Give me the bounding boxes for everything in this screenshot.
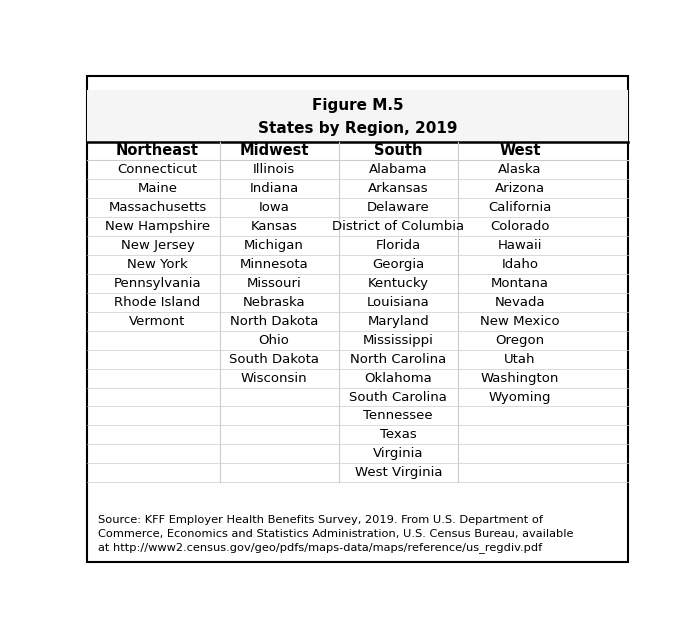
Text: Washington: Washington (481, 372, 559, 385)
Text: South Dakota: South Dakota (229, 353, 319, 366)
Text: New Hampshire: New Hampshire (105, 220, 210, 233)
Text: South: South (374, 143, 422, 159)
Text: West: West (499, 143, 541, 159)
Text: Mississippi: Mississippi (363, 334, 433, 347)
Text: Oklahoma: Oklahoma (364, 372, 432, 385)
Text: Missouri: Missouri (246, 277, 302, 290)
Text: Colorado: Colorado (490, 220, 550, 233)
Text: Maine: Maine (138, 183, 177, 195)
Text: Indiana: Indiana (249, 183, 299, 195)
Text: Maryland: Maryland (367, 315, 429, 328)
Text: Idaho: Idaho (501, 258, 539, 271)
Text: New Jersey: New Jersey (121, 239, 195, 252)
Text: Midwest: Midwest (239, 143, 309, 159)
Text: Massachusetts: Massachusetts (108, 201, 207, 214)
Text: Arkansas: Arkansas (368, 183, 429, 195)
Text: Figure M.5: Figure M.5 (312, 98, 403, 112)
Text: New Mexico: New Mexico (480, 315, 560, 328)
Text: North Dakota: North Dakota (230, 315, 318, 328)
Text: Vermont: Vermont (129, 315, 186, 328)
Text: Arizona: Arizona (495, 183, 545, 195)
Text: Virginia: Virginia (373, 447, 424, 460)
Text: Michigan: Michigan (244, 239, 304, 252)
Text: Ohio: Ohio (258, 334, 289, 347)
Text: Delaware: Delaware (367, 201, 430, 214)
Text: New York: New York (127, 258, 188, 271)
Text: Wyoming: Wyoming (489, 391, 551, 403)
Text: Nevada: Nevada (495, 296, 545, 309)
Text: North Carolina: North Carolina (350, 353, 447, 366)
Text: States by Region, 2019: States by Region, 2019 (258, 121, 457, 136)
Text: Kansas: Kansas (251, 220, 297, 233)
Text: Pennsylvania: Pennsylvania (114, 277, 202, 290)
Text: Oregon: Oregon (496, 334, 544, 347)
Text: Tennessee: Tennessee (364, 410, 433, 422)
Bar (87, 90, 628, 142)
Text: West Virginia: West Virginia (355, 466, 442, 479)
Text: Kentucky: Kentucky (368, 277, 429, 290)
Text: Utah: Utah (504, 353, 536, 366)
Text: Iowa: Iowa (258, 201, 289, 214)
Text: Connecticut: Connecticut (117, 164, 198, 176)
Text: Hawaii: Hawaii (498, 239, 542, 252)
Text: Alaska: Alaska (498, 164, 542, 176)
Text: Wisconsin: Wisconsin (241, 372, 307, 385)
Text: Minnesota: Minnesota (239, 258, 309, 271)
Text: Northeast: Northeast (116, 143, 199, 159)
Text: Florida: Florida (376, 239, 421, 252)
Text: Source: KFF Employer Health Benefits Survey, 2019. From U.S. Department of
Comme: Source: KFF Employer Health Benefits Sur… (98, 516, 574, 553)
Text: Nebraska: Nebraska (243, 296, 305, 309)
Text: California: California (489, 201, 551, 214)
Text: Montana: Montana (491, 277, 549, 290)
Text: Louisiana: Louisiana (367, 296, 430, 309)
Text: Illinois: Illinois (253, 164, 295, 176)
Text: District of Columbia: District of Columbia (332, 220, 464, 233)
Text: Texas: Texas (380, 428, 417, 441)
Text: Alabama: Alabama (369, 164, 428, 176)
Text: Rhode Island: Rhode Island (114, 296, 201, 309)
Text: Georgia: Georgia (372, 258, 424, 271)
Text: South Carolina: South Carolina (350, 391, 447, 403)
